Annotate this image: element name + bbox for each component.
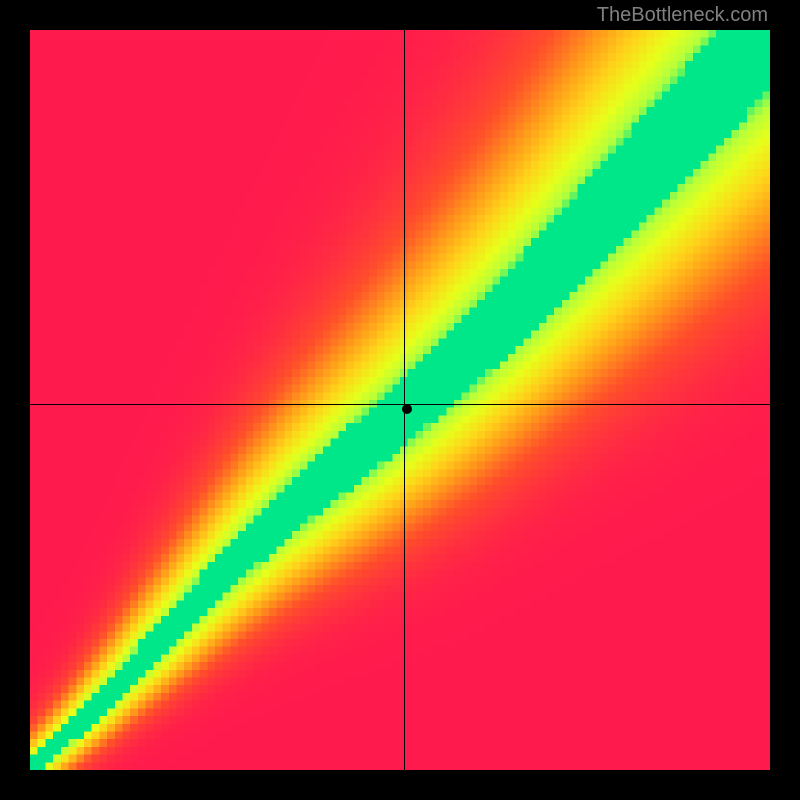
crosshair-horizontal — [30, 404, 770, 405]
watermark-text: TheBottleneck.com — [597, 4, 768, 27]
heatmap-canvas — [30, 30, 770, 770]
crosshair-vertical — [404, 30, 405, 770]
chart-container: TheBottleneck.com — [0, 0, 800, 800]
data-point-marker — [402, 404, 412, 414]
heatmap-plot — [30, 30, 770, 770]
